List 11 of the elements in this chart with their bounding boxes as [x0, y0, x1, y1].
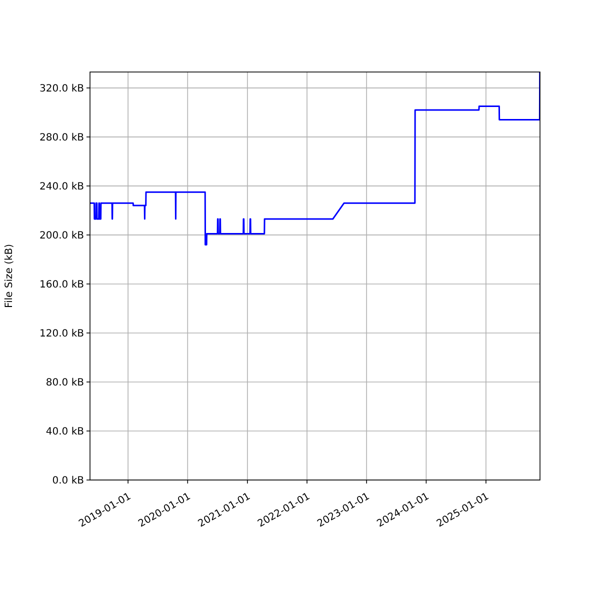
y-tick-label: 320.0 kB: [40, 83, 84, 94]
y-tick-label: 160.0 kB: [40, 279, 84, 290]
y-tick-label: 200.0 kB: [40, 230, 84, 242]
y-tick-label: 240.0 kB: [40, 181, 84, 192]
y-tick-label: 80.0 kB: [46, 377, 84, 388]
y-tick-label: 120.0 kB: [40, 328, 84, 340]
y-tick-label: 40.0 kB: [46, 426, 84, 438]
y-tick-label: 0.0 kB: [52, 476, 84, 486]
y-tick-label: 280.0 kB: [40, 132, 84, 144]
line-series: [90, 72, 540, 246]
y-axis-title: File Size (kB): [4, 244, 15, 308]
